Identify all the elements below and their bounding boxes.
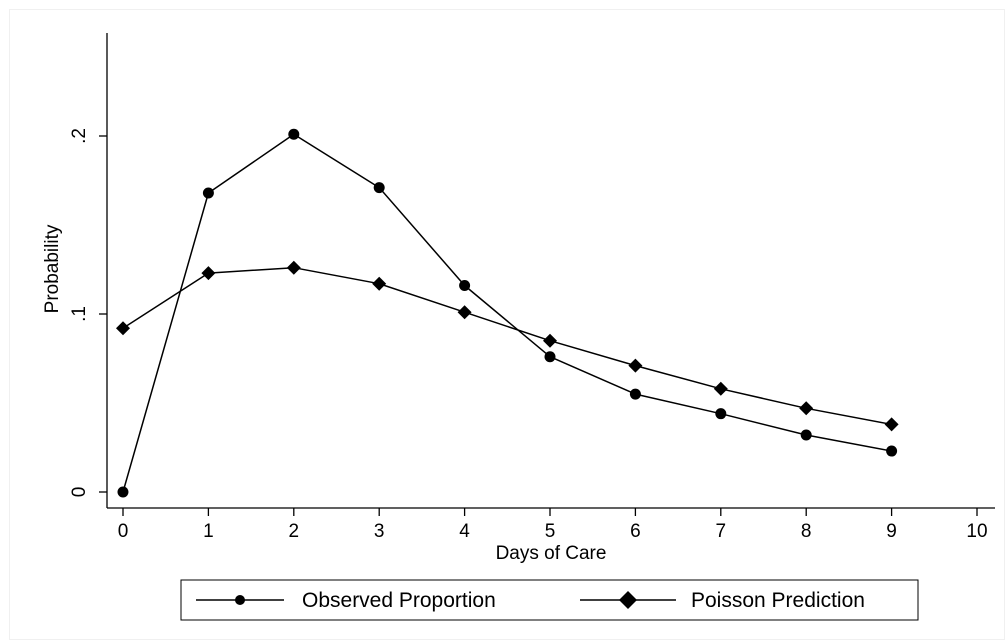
data-point-observed	[886, 445, 898, 457]
data-point-observed	[629, 388, 641, 400]
x-tick-label: 2	[289, 521, 300, 542]
data-point-observed	[544, 351, 556, 363]
data-point-poisson	[713, 381, 728, 396]
x-tick-label: 4	[459, 521, 470, 542]
x-tick-label: 7	[716, 521, 727, 542]
data-point-observed	[288, 128, 300, 140]
data-point-observed	[202, 187, 214, 199]
legend: Observed Proportion Poisson Prediction	[180, 579, 919, 621]
data-point-poisson	[457, 305, 472, 320]
data-point-observed	[117, 486, 129, 498]
outer-frame	[9, 9, 1005, 640]
y-tick-label: .2	[69, 128, 90, 144]
x-ticks: 0 1 2 3 4 5 6 7 8 9 10	[118, 508, 988, 542]
data-point-observed	[373, 182, 385, 194]
x-tick-label: 8	[801, 521, 812, 542]
data-point-poisson	[628, 358, 643, 373]
legend-label-poisson: Poisson Prediction	[691, 589, 865, 612]
axes	[106, 33, 995, 509]
data-point-poisson	[286, 260, 301, 275]
x-tick-label: 6	[630, 521, 641, 542]
legend-box	[180, 579, 919, 621]
legend-label-observed: Observed Proportion	[302, 589, 496, 612]
y-axis-title: Probability	[42, 224, 63, 313]
y-tick-label: 0	[69, 487, 90, 498]
series-line-observed	[122, 133, 892, 493]
x-tick-label: 3	[374, 521, 385, 542]
x-axis-title: Days of Care	[496, 543, 607, 564]
data-point-observed	[459, 280, 471, 292]
series-line-poisson	[122, 266, 892, 426]
legend-swatch-poisson-marker	[619, 591, 637, 609]
data-point-poisson	[884, 417, 899, 432]
x-tick-label: 0	[118, 521, 129, 542]
legend-swatch-observed-marker	[235, 595, 245, 605]
data-point-poisson	[543, 333, 557, 348]
data-point-poisson	[372, 276, 387, 291]
data-point-poisson	[116, 321, 130, 336]
y-ticks: 0 .1 .2	[69, 128, 107, 497]
data-point-poisson	[201, 266, 216, 281]
data-point-poisson	[799, 401, 814, 416]
x-tick-label: 9	[886, 521, 897, 542]
series-layer	[116, 128, 899, 498]
x-tick-label: 10	[966, 521, 987, 542]
x-tick-label: 5	[545, 521, 556, 542]
data-point-observed	[715, 408, 727, 420]
y-tick-label: .1	[69, 306, 90, 322]
data-point-observed	[800, 429, 812, 441]
x-tick-label: 1	[203, 521, 214, 542]
